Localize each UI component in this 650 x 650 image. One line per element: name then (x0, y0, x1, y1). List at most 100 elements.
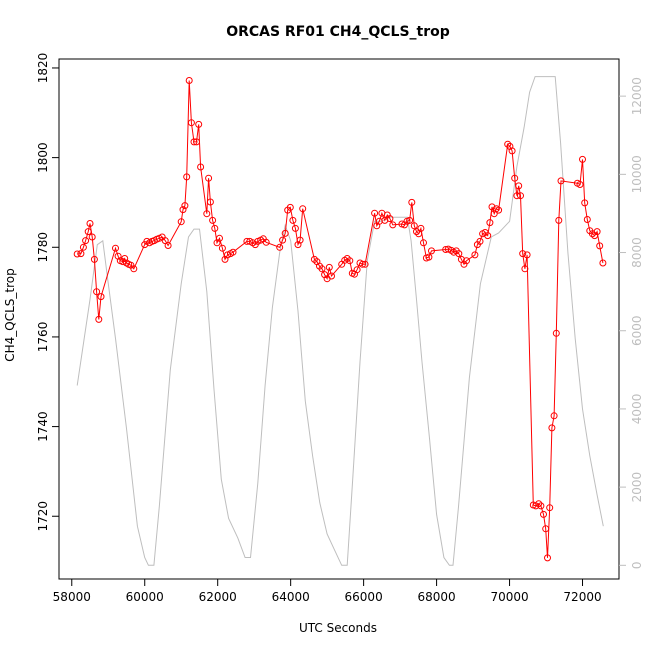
ch4-point (511, 174, 519, 182)
x-tick-label: 68000 (417, 590, 455, 604)
ch4-point (218, 244, 226, 252)
ch4-point (410, 222, 418, 230)
ch4-series (73, 77, 607, 562)
ch4-point (359, 260, 366, 268)
ch4-point (95, 315, 103, 323)
ch4-point (476, 237, 484, 245)
ch4-point (121, 255, 129, 262)
ch4-point (361, 260, 369, 268)
ch4-point (97, 293, 105, 301)
y2-tick-label: 8000 (630, 237, 644, 268)
ch4-point (517, 192, 524, 200)
ch4-point (513, 192, 521, 200)
ch4-point (583, 216, 591, 223)
ch4-point (544, 554, 551, 562)
ch4-point (540, 510, 547, 518)
ch4-point (286, 203, 294, 211)
ch4-point (90, 255, 98, 263)
ch4-point (455, 250, 463, 258)
plot-frame (58, 58, 620, 580)
y-tick-label: 1820 (36, 53, 50, 84)
ch4-point (130, 265, 138, 273)
ch4-point (262, 238, 270, 246)
ch4-point (552, 329, 560, 337)
ch4-point (417, 224, 425, 232)
ch4-point (371, 209, 379, 217)
ch4-point (515, 182, 523, 190)
ch4-point (519, 250, 527, 258)
chart-title: ORCAS RF01 CH4_QCLS_trop (226, 24, 450, 40)
x-tick-label: 72000 (563, 590, 601, 604)
altitude-series (76, 76, 604, 566)
ch4-point (495, 206, 503, 214)
ch4-point (197, 163, 205, 171)
y2-tick-label: 12000 (630, 77, 644, 115)
ch4-point (185, 77, 193, 84)
x-tick-label: 58000 (53, 590, 91, 604)
x-tick-label: 70000 (490, 590, 528, 604)
ch4-point (281, 229, 289, 237)
ch4-point (508, 147, 516, 155)
ch4-point (408, 198, 416, 206)
ch4-point (325, 263, 333, 271)
ch4-point (484, 232, 492, 240)
ch4-point (179, 206, 187, 214)
ch4-point (203, 210, 211, 218)
y-tick-label: 1760 (36, 322, 50, 353)
y2-tick-label: 0 (630, 561, 644, 569)
ch4-point (328, 272, 335, 280)
ch4-point (93, 288, 101, 296)
ch4-point (463, 257, 470, 265)
ch4-point (420, 239, 427, 247)
ch4-point (521, 265, 529, 273)
ch4-point (82, 237, 90, 245)
ch4-point (79, 243, 87, 251)
ch4-point (546, 504, 554, 512)
ch4-point (177, 218, 185, 226)
ch4-point (318, 265, 326, 273)
ch4-point (84, 228, 92, 236)
x-tick-label: 62000 (199, 590, 237, 604)
ch4-point (211, 224, 219, 232)
ch4-point (291, 224, 299, 232)
x-axis: 58000 60000 62000 64000 66000 68000 70000 72000 (53, 579, 602, 604)
ch4-point (488, 203, 496, 211)
y2-tick-label: 6000 (630, 315, 644, 346)
ch4-point (486, 219, 494, 227)
ch4-point (550, 412, 558, 420)
ch4-point (181, 202, 189, 210)
ch4-point (289, 216, 297, 224)
x-tick-label: 60000 (126, 590, 164, 604)
ch4-point (596, 242, 604, 250)
ch4-point (353, 266, 361, 274)
ch4-point (406, 216, 414, 224)
ch4-point (555, 216, 563, 224)
ch4-point (216, 234, 223, 242)
ch4-point (548, 424, 556, 432)
ch4-point (190, 138, 198, 146)
x-tick-label: 66000 (345, 590, 383, 604)
y-axis-label: CH4_QCLS_trop (3, 268, 17, 362)
ch4-point (581, 199, 589, 207)
y-axis-left: 1720 1740 1760 1780 1800 1820 (36, 53, 59, 532)
ch4-point (599, 259, 607, 267)
ch4-point (386, 215, 394, 223)
ch4-point (542, 525, 550, 533)
ch4-point (576, 181, 584, 188)
ch4-point (425, 253, 433, 261)
ch4-point (471, 251, 479, 259)
ch4-point (88, 233, 96, 241)
ch4-point (294, 241, 302, 249)
ch4-point (205, 174, 213, 182)
ch4-point (195, 120, 203, 128)
y-tick-label: 1720 (36, 501, 50, 532)
y2-tick-label: 10000 (630, 155, 644, 193)
x-tick-label: 64000 (272, 590, 310, 604)
ch4-point (296, 236, 304, 244)
ch4-point (187, 119, 195, 127)
ch4-point (193, 138, 200, 146)
ch4-point (557, 177, 565, 185)
ch4-point (86, 220, 94, 227)
ch4-point (276, 243, 284, 251)
